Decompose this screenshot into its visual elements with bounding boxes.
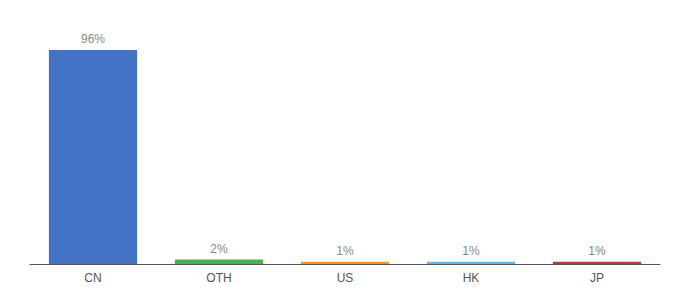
svg-text:1%: 1%: [336, 244, 354, 258]
svg-text:OTH: OTH: [206, 271, 231, 285]
svg-text:US: US: [337, 271, 354, 285]
svg-text:CN: CN: [84, 271, 101, 285]
svg-text:2%: 2%: [210, 242, 228, 256]
svg-text:96%: 96%: [81, 32, 105, 46]
svg-text:1%: 1%: [588, 244, 606, 258]
svg-text:1%: 1%: [462, 244, 480, 258]
svg-text:JP: JP: [590, 271, 604, 285]
svg-text:HK: HK: [463, 271, 480, 285]
